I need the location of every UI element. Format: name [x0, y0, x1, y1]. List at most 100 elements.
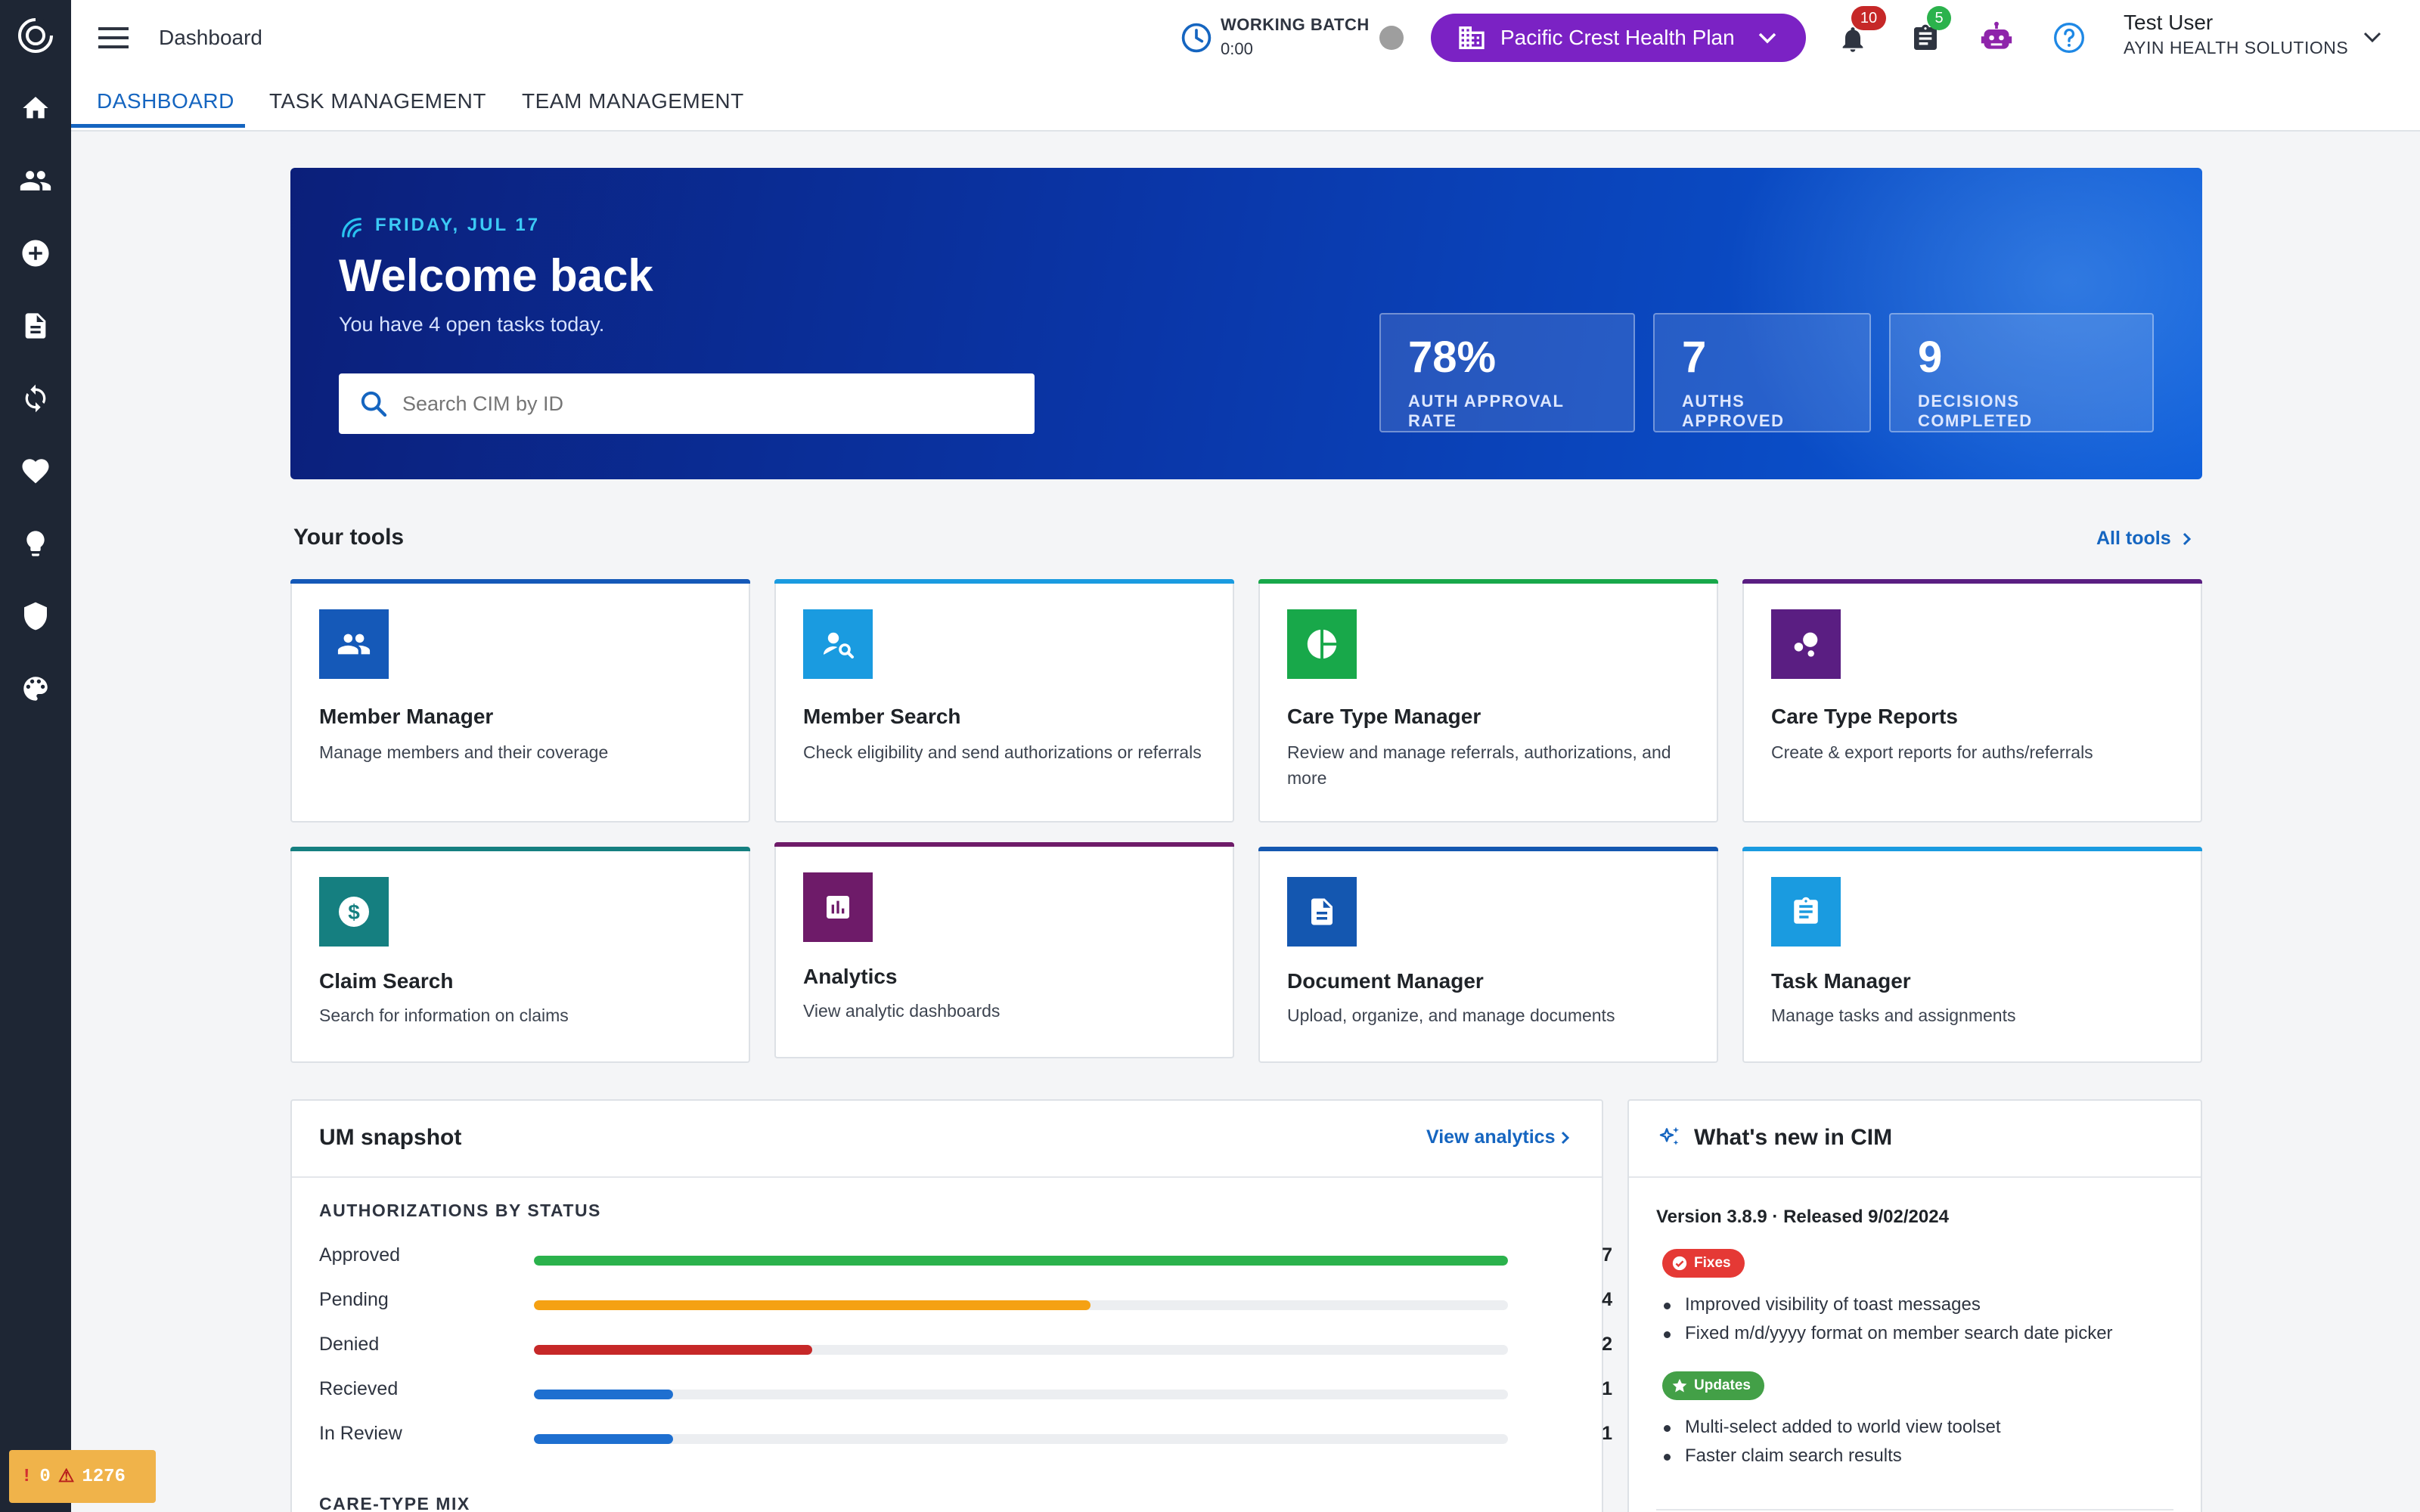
- clipboard-icon: [1771, 877, 1841, 947]
- status-label: Pending: [319, 1289, 389, 1310]
- tool-title: Member Search: [803, 705, 961, 728]
- status-count: 1: [1602, 1423, 1612, 1444]
- clipboard-icon[interactable]: [1910, 21, 1941, 56]
- panel-title: UM snapshot: [319, 1125, 462, 1150]
- clock-icon: [1180, 21, 1213, 54]
- tool-card-member-manager[interactable]: Member Manager Manage members and their …: [290, 579, 750, 823]
- updates-badge: Updates: [1662, 1371, 1764, 1400]
- cim-search-field[interactable]: [339, 373, 1035, 434]
- pie-chart-icon: [1287, 609, 1357, 679]
- search-icon: [361, 391, 387, 417]
- status-bar-row: Pending 4: [319, 1289, 1612, 1319]
- star-icon: [1672, 1378, 1687, 1393]
- notifications-badge: 10: [1851, 6, 1886, 30]
- chevron-right-icon[interactable]: [2181, 531, 2193, 547]
- stat-label: DECISIONS COMPLETED: [1918, 392, 2033, 430]
- top-header: Dashboard WORKING BATCH 0:00 Pacific Cre…: [71, 0, 2420, 132]
- um-snapshot-panel: UM snapshot View analytics AUTHORIZATION…: [290, 1099, 1612, 1512]
- debug-indicator[interactable]: ! 0 ⚠ 1276: [9, 1450, 156, 1503]
- building-icon: [1459, 26, 1485, 49]
- stat-auths-approved: 7 AUTHS APPROVED: [1653, 313, 1871, 432]
- bell-icon[interactable]: [1838, 23, 1868, 56]
- error-icon: !: [21, 1466, 33, 1487]
- heart-icon[interactable]: [17, 452, 54, 490]
- user-name[interactable]: Test User: [2124, 11, 2214, 34]
- fix-item: Fixed m/d/yyyy format on member search d…: [1664, 1323, 2113, 1343]
- badge-label: Fixes: [1694, 1255, 1731, 1271]
- update-item: Multi-select added to world view toolset: [1664, 1417, 2001, 1437]
- chevron-down-icon: [1758, 33, 1776, 44]
- view-analytics-link[interactable]: View analytics: [1426, 1126, 1556, 1148]
- robot-icon[interactable]: [1980, 21, 2013, 54]
- all-tools-link[interactable]: All tools: [2096, 528, 2171, 549]
- lightbulb-icon[interactable]: [17, 525, 54, 562]
- hero-title: Welcome back: [339, 250, 653, 301]
- palette-icon[interactable]: [17, 670, 54, 708]
- sync-icon[interactable]: [17, 380, 54, 417]
- status-count: 7: [1602, 1244, 1612, 1266]
- badge-label: Updates: [1694, 1377, 1751, 1393]
- org-selector[interactable]: Pacific Crest Health Plan: [1431, 14, 1806, 62]
- status-bar-track: [534, 1434, 1508, 1444]
- add-circle-icon[interactable]: [17, 234, 54, 272]
- tool-title: Analytics: [803, 965, 898, 988]
- whats-new-panel: What's new in CIM Version 3.8.9 · Releas…: [1627, 1099, 2202, 1512]
- help-icon[interactable]: [2052, 21, 2086, 54]
- user-menu-chevron-icon[interactable]: [2363, 30, 2382, 45]
- cim-search-input[interactable]: [402, 392, 1007, 416]
- status-bar-fill: [534, 1300, 1091, 1310]
- hero-subtitle: You have 4 open tasks today.: [339, 313, 605, 336]
- status-bar-fill: [534, 1434, 673, 1444]
- working-batch-label: WORKING BATCH: [1221, 15, 1370, 34]
- tool-card-care-type-manager[interactable]: Care Type Manager Review and manage refe…: [1258, 579, 1718, 823]
- tab-active-indicator: [71, 124, 245, 128]
- batch-status-dot: [1379, 26, 1404, 50]
- status-bar-track: [534, 1390, 1508, 1399]
- section-heading: CARE-TYPE MIX: [319, 1494, 470, 1512]
- tab-task-management[interactable]: TASK MANAGEMENT: [269, 89, 487, 113]
- check-circle-icon: [1672, 1256, 1687, 1271]
- tool-card-member-search[interactable]: Member Search Check eligibility and send…: [774, 579, 1234, 823]
- dollar-icon: $: [319, 877, 389, 947]
- page-title: Dashboard: [159, 26, 262, 49]
- status-count: 1: [1602, 1378, 1612, 1399]
- status-bar-track: [534, 1300, 1508, 1310]
- divider: [292, 1176, 1602, 1178]
- tool-card-analytics[interactable]: Analytics View analytic dashboards: [774, 842, 1234, 1058]
- tool-card-care-type-reports[interactable]: Care Type Reports Create & export report…: [1742, 579, 2202, 823]
- status-bar-fill: [534, 1256, 1508, 1266]
- fix-item: Improved visibility of toast messages: [1664, 1294, 1981, 1315]
- shield-icon[interactable]: [17, 597, 54, 635]
- status-count: 4: [1602, 1289, 1612, 1310]
- tool-title: Document Manager: [1287, 969, 1484, 993]
- tab-dashboard[interactable]: DASHBOARD: [97, 89, 234, 113]
- people-icon[interactable]: [17, 162, 54, 200]
- tool-card-claim-search[interactable]: $ Claim Search Search for information on…: [290, 847, 750, 1063]
- tool-card-document-manager[interactable]: Document Manager Upload, organize, and m…: [1258, 847, 1718, 1063]
- status-label: Denied: [319, 1334, 380, 1355]
- tool-description: Manage members and their coverage: [319, 742, 609, 762]
- bar-chart-icon: [803, 872, 873, 942]
- tool-description: Upload, organize, and manage documents: [1287, 1005, 1615, 1025]
- tool-description: Review and manage referrals, authorizati…: [1287, 742, 1671, 788]
- home-icon[interactable]: [17, 89, 54, 127]
- tab-team-management[interactable]: TEAM MANAGEMENT: [522, 89, 744, 113]
- stat-decisions-completed: 9 DECISIONS COMPLETED: [1889, 313, 2154, 432]
- working-batch-time: 0:00: [1221, 39, 1253, 58]
- document-icon[interactable]: [17, 307, 54, 345]
- chevron-right-icon[interactable]: [1559, 1129, 1571, 1146]
- version-info: Version 3.8.9 · Released 9/02/2024: [1656, 1207, 1949, 1227]
- stat-value: 78%: [1408, 333, 1497, 382]
- document-icon: [1287, 877, 1357, 947]
- stat-value: 9: [1918, 333, 1943, 382]
- tool-card-task-manager[interactable]: Task Manager Manage tasks and assignment…: [1742, 847, 2202, 1063]
- app-logo-icon[interactable]: [17, 17, 54, 54]
- svg-text:$: $: [348, 900, 360, 924]
- tool-title: Care Type Reports: [1771, 705, 1958, 728]
- stat-value: 7: [1682, 333, 1707, 382]
- bubble-chart-icon: [1771, 609, 1841, 679]
- stat-auth-approval-rate: 78% AUTH APPROVAL RATE: [1379, 313, 1635, 432]
- menu-icon[interactable]: [98, 24, 129, 51]
- people-icon: [319, 609, 389, 679]
- stat-label: AUTHS APPROVED: [1682, 392, 1785, 430]
